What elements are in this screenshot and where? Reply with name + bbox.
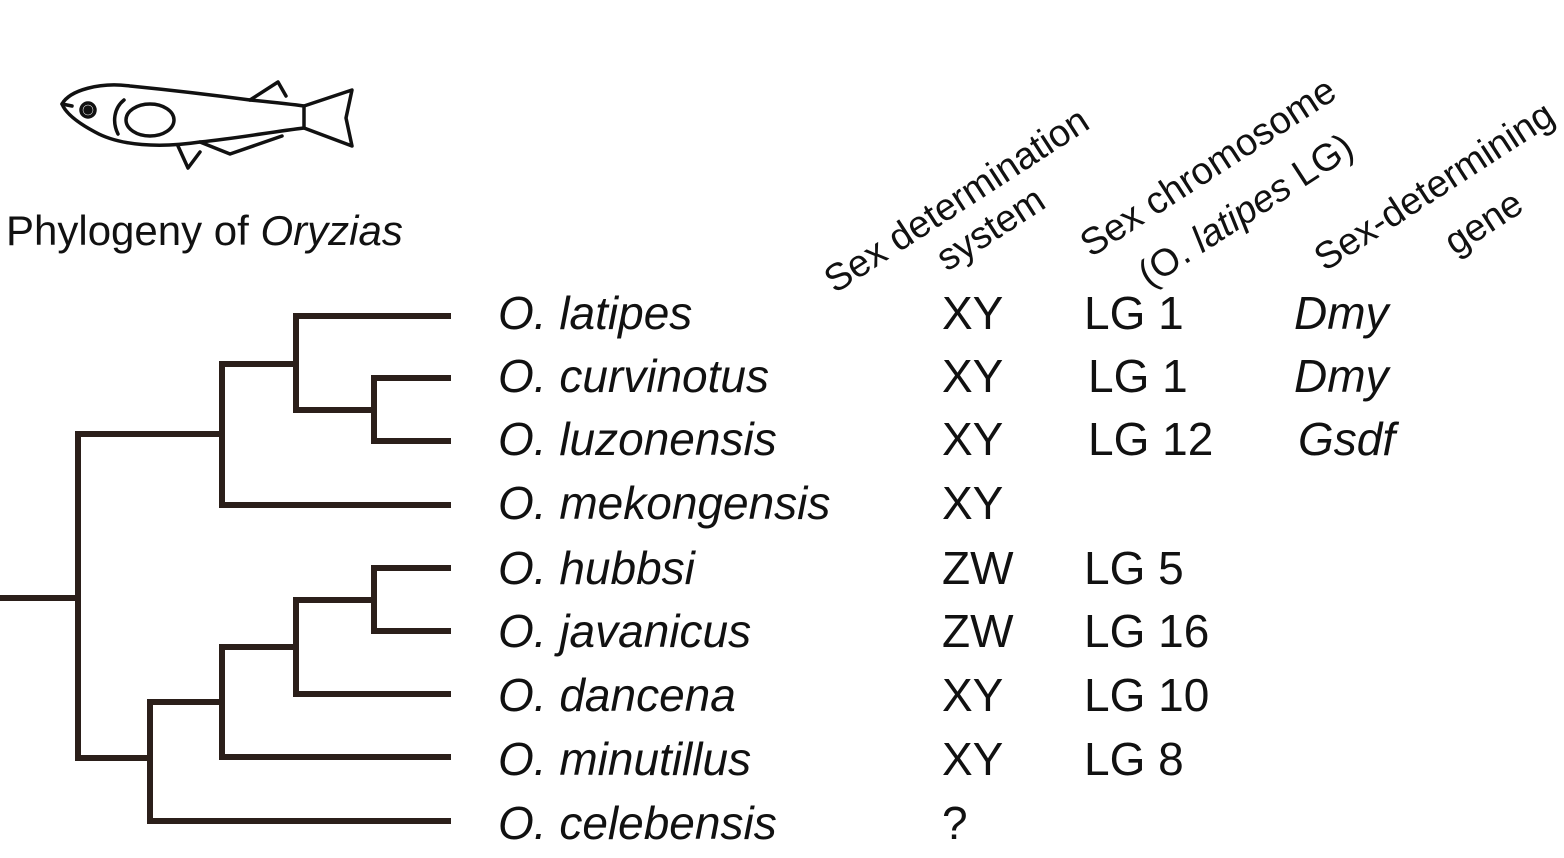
title-prefix: Phylogeny of — [6, 207, 261, 254]
chromosome-value: LG 16 — [1084, 605, 1210, 657]
gene-value: Gsdf — [1298, 413, 1396, 465]
chromosome-value: LG 1 — [1088, 350, 1188, 402]
species-label: O. celebensis — [498, 797, 777, 849]
chromosome-value: LG 1 — [1084, 287, 1184, 339]
title-genus: Oryzias — [260, 207, 403, 254]
chromosome-value: LG 5 — [1084, 542, 1184, 594]
species-label: O. minutillus — [498, 733, 752, 785]
species-label: O. dancena — [498, 669, 736, 721]
system-value: XY — [942, 477, 1004, 529]
species-label: O. latipes — [498, 287, 693, 339]
species-label: O. curvinotus — [498, 350, 769, 402]
system-value: XY — [942, 350, 1004, 402]
species-label: O. javanicus — [498, 605, 752, 657]
system-value: ZW — [942, 542, 1014, 594]
chromosome-value: LG 10 — [1084, 669, 1210, 721]
gene-value: Dmy — [1294, 350, 1389, 402]
system-value: ZW — [942, 605, 1014, 657]
system-value: XY — [942, 669, 1004, 721]
species-label: O. luzonensis — [498, 413, 777, 465]
gene-value: Dmy — [1294, 287, 1389, 339]
system-value: XY — [942, 413, 1004, 465]
figure-title: Phylogeny of Oryzias — [6, 210, 403, 252]
species-label: O. mekongensis — [498, 477, 831, 529]
chromosome-value: LG 8 — [1084, 733, 1184, 785]
system-value: XY — [942, 287, 1004, 339]
system-value: ? — [942, 797, 968, 849]
species-label: O. hubbsi — [498, 542, 695, 594]
chromosome-value: LG 12 — [1088, 413, 1214, 465]
system-value: XY — [942, 733, 1004, 785]
